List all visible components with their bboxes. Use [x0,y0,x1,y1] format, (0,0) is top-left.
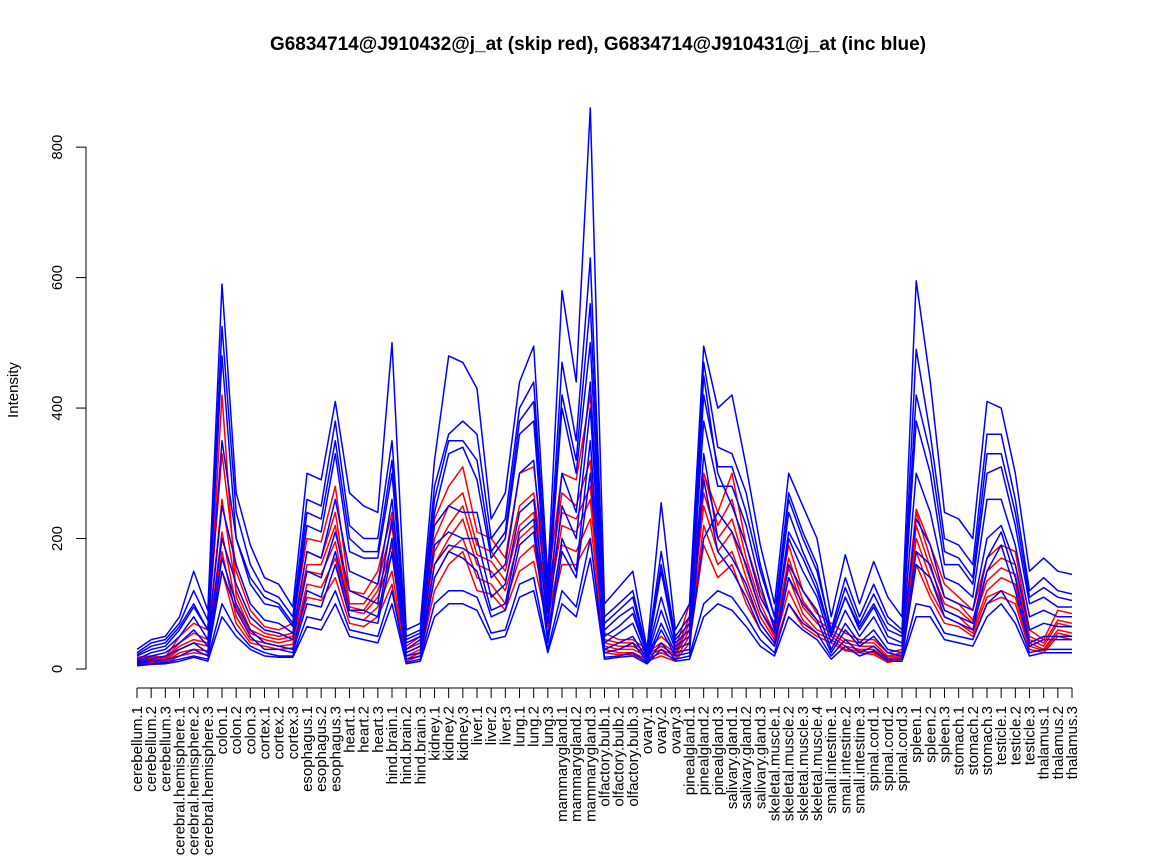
x-tick-label: testicle.3 [1022,706,1039,765]
x-tick-label: thalamus.3 [1064,706,1081,779]
x-tick-label: hind.brain.3 [412,706,429,784]
x-tick-label: spleen.2 [922,706,939,763]
x-tick-label: heart.1 [342,706,359,753]
y-tick-label: 800 [49,135,66,160]
x-tick-label: colon.1 [214,706,231,754]
x-tick-label: lung.3 [540,706,557,747]
chart-title: G6834714@J910432@j_at (skip red), G68347… [270,34,926,55]
x-tick-label: heart.3 [370,706,387,753]
x-tick-label: mammarygland.1 [554,706,571,822]
x-tick-label: hind.brain.1 [384,706,401,784]
x-tick-label: liver.1 [469,706,486,745]
x-tick-label: thalamus.2 [1050,706,1067,779]
x-tick-label: stomach.2 [965,706,982,775]
x-tick-label: salivary.gland.2 [738,706,755,809]
x-tick-label: spleen.3 [937,706,954,763]
x-tick-label: pinealgland.1 [682,706,699,795]
x-tick-label: skeletal.muscle.3 [795,706,812,821]
series-line-inc-11 [136,407,1072,662]
x-tick-label: esophagus.1 [299,706,316,792]
x-tick-label: skeletal.muscle.1 [767,706,784,821]
x-tick-label: ovary.3 [667,706,684,754]
x-tick-label: liver.2 [483,706,500,745]
x-tick-label: mammarygland.3 [582,706,599,822]
series-line-inc-15 [136,302,1073,656]
x-tick-label: spleen.1 [908,706,925,763]
x-tick-label: spinal.cord.3 [894,706,911,791]
x-tick-label: esophagus.2 [313,706,330,792]
x-tick-label: cerebral.hemisphere.3 [200,706,217,855]
x-tick-label: ovary.1 [639,706,656,754]
x-tick-label: colon.3 [242,706,259,754]
x-tick-label: olfactory.bulb.1 [597,706,614,807]
x-tick-label: pinealgland.3 [710,706,727,795]
series-line-inc-14 [136,557,1072,667]
x-tick-label: cerebellum.2 [143,706,160,792]
x-tick-label: cerebral.hemisphere.2 [186,706,203,855]
x-tick-label: skeletal.muscle.2 [781,706,798,821]
x-tick-label: small.intestine.2 [837,706,854,814]
x-tick-label: salivary.gland.1 [724,706,741,809]
x-tick-label: spinal.cord.1 [866,706,883,791]
x-tick-label: small.intestine.3 [852,706,869,814]
x-tick-label: testicle.2 [1007,706,1024,765]
y-axis-label: Intensity [5,362,22,418]
x-tick-label: cerebellum.3 [157,706,174,792]
x-tick-label: spinal.cord.2 [880,706,897,791]
x-tick-label: kidney.2 [441,706,458,761]
x-tick-label: esophagus.3 [327,706,344,792]
x-tick-label: cerebellum.1 [129,706,146,792]
x-tick-label: cortex.2 [271,706,288,759]
x-tick-label: kidney.1 [427,706,444,761]
x-tick-label: stomach.1 [951,706,968,775]
y-tick-label: 200 [49,526,66,551]
x-tick-label: testicle.1 [993,706,1010,765]
x-tick-label: cerebral.hemisphere.1 [172,706,189,855]
x-tick-label: lung.2 [526,706,543,747]
x-tick-label: pinealgland.2 [696,706,713,795]
x-tick-label: mammarygland.2 [568,706,585,822]
x-axis: cerebellum.1cerebellum.2cerebellum.3cere… [129,687,1081,855]
x-tick-label: salivary.gland.3 [752,706,769,809]
x-tick-label: heart.2 [356,706,373,753]
x-tick-label: colon.2 [228,706,245,754]
series-line-inc-13 [136,374,1072,660]
x-tick-label: lung.1 [512,706,529,747]
y-tick-label: 400 [49,396,66,421]
y-tick-label: 0 [49,665,66,673]
series-layer [136,107,1073,667]
x-tick-label: small.intestine.1 [823,706,840,814]
x-tick-label: cortex.3 [285,706,302,759]
y-tick-label: 600 [49,265,66,290]
y-axis: 0 200 400 600 800 [49,135,87,673]
x-tick-label: thalamus.1 [1036,706,1053,779]
x-tick-label: hind.brain.2 [398,706,415,784]
x-tick-label: kidney.3 [455,706,472,761]
x-tick-label: olfactory.bulb.2 [611,706,628,807]
x-tick-label: ovary.2 [653,706,670,754]
x-tick-label: olfactory.bulb.3 [625,706,642,807]
x-tick-label: liver.3 [497,706,514,745]
x-tick-label: stomach.3 [979,706,996,775]
x-tick-label: skeletal.muscle.4 [809,706,826,821]
x-tick-label: cortex.1 [257,706,274,759]
